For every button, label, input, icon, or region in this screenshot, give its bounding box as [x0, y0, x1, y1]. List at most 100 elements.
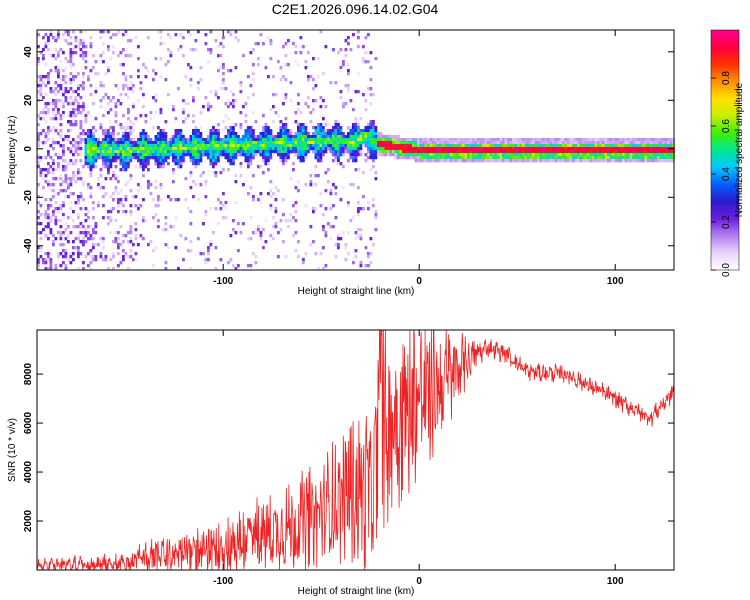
spectrogram-cell [569, 153, 573, 157]
spectrogram-cell [179, 132, 183, 136]
spectrogram-cell [274, 144, 278, 148]
spectrogram-cell [222, 87, 225, 91]
spectrogram-cell [82, 87, 85, 91]
spectrogram-cell [294, 147, 298, 151]
spectrogram-cell [637, 153, 640, 157]
spectrogram-cell [452, 159, 455, 163]
spectrogram-cell [57, 51, 60, 55]
spectrogram-cell [534, 153, 538, 157]
spectrogram-cell [284, 135, 288, 139]
spectrogram-cell [227, 30, 230, 34]
spectrogram-cell [514, 153, 518, 157]
spectrogram-cell [262, 42, 265, 46]
spectrogram-cell [457, 138, 460, 142]
spectrogram-cell [337, 132, 340, 136]
spectrogram-cell [247, 135, 250, 139]
spectrogram-cell [92, 228, 95, 232]
spectrogram-cell [394, 144, 398, 148]
spectrogram-cell [54, 69, 58, 73]
y-tick-label: 2000 [23, 509, 34, 532]
spectrogram-cell [37, 138, 40, 142]
spectrogram-cell [137, 243, 140, 247]
spectrogram-cell [304, 138, 308, 142]
spectrogram-cell [522, 141, 525, 145]
spectrogram-cell [419, 138, 423, 142]
spectrogram-cell [67, 177, 70, 181]
spectrogram-cell [47, 42, 50, 46]
spectrogram-cell [189, 150, 193, 154]
spectrogram-cell [454, 144, 458, 148]
spectrogram-cell [554, 141, 558, 145]
spectrogram-cell [447, 141, 450, 145]
spectrogram-cell [67, 225, 70, 229]
spectrogram-cell [482, 156, 485, 160]
spectrogram-cell [247, 264, 250, 268]
spectrogram-cell [384, 153, 388, 157]
spectrogram-cell [154, 150, 158, 154]
spectrogram-cell [454, 156, 458, 160]
spectrogram-cell [124, 183, 128, 187]
spectrogram-cell [242, 147, 245, 151]
spectrogram-cell [44, 216, 48, 220]
spectrogram-cell [72, 48, 75, 52]
spectrogram-cell [89, 129, 93, 133]
spectrogram-cell [64, 66, 68, 70]
spectrogram-cell [587, 147, 590, 151]
spectrogram-cell [254, 147, 258, 151]
spectrogram-cell [82, 129, 85, 133]
spectrogram-cell [222, 81, 225, 85]
spectrogram-cell [629, 138, 633, 142]
spectrogram-cell [142, 216, 145, 220]
spectrogram-cell [282, 141, 285, 145]
spectrogram-cell [74, 180, 78, 184]
spectrogram-cell [47, 102, 50, 106]
spectrogram-cell [244, 135, 248, 139]
spectrogram-cell [142, 132, 145, 136]
spectrogram-cell [92, 243, 95, 247]
spectrogram-cell [69, 60, 73, 64]
spectrogram-cell [299, 138, 303, 142]
spectrogram-cell [664, 150, 668, 154]
spectrogram-cell [142, 105, 145, 109]
spectrogram-cell [544, 156, 548, 160]
spectrogram-cell [184, 144, 188, 148]
spectrogram-cell [494, 144, 498, 148]
spectrogram-cell [474, 147, 478, 151]
spectrogram-cell [479, 144, 483, 148]
spectrogram-cell [427, 144, 430, 148]
spectrogram-cell [307, 135, 310, 139]
spectrogram-cell [319, 159, 323, 163]
spectrogram-cell [669, 159, 673, 163]
spectrogram-cell [132, 156, 135, 160]
spectrogram-cell [542, 159, 545, 163]
spectrogram-cell [119, 93, 123, 97]
spectrogram-cell [229, 258, 233, 262]
spectrogram-cell [629, 144, 633, 148]
spectrogram-cell [77, 267, 80, 271]
spectrogram-cell [72, 258, 75, 262]
spectrogram-cell [299, 129, 303, 133]
spectrogram-cell [257, 57, 260, 61]
spectrogram-cell [114, 156, 118, 160]
spectrogram-cell [139, 87, 143, 91]
spectrogram-cell [217, 69, 220, 73]
spectrogram-cell [242, 105, 245, 109]
spectrogram-cell [64, 168, 68, 172]
spectrogram-cell [337, 141, 340, 145]
spectrogram-cell [282, 240, 285, 244]
spectrogram-cell [69, 54, 73, 58]
spectrogram-cell [464, 156, 468, 160]
spectrogram-cell [409, 150, 413, 154]
spectrogram-cell [62, 261, 65, 265]
spectrogram-cell [394, 135, 398, 139]
spectrogram-cell [39, 156, 43, 160]
spectrogram-cell [144, 66, 148, 70]
spectrogram-cell [77, 216, 80, 220]
spectrogram-cell [214, 141, 218, 145]
spectrogram-cell [282, 156, 285, 160]
spectrogram-cell [284, 144, 288, 148]
spectrogram-cell [412, 150, 415, 154]
spectrogram-cell [112, 192, 115, 196]
spectrogram-cell [184, 102, 188, 106]
spectrogram-cell [122, 234, 125, 238]
